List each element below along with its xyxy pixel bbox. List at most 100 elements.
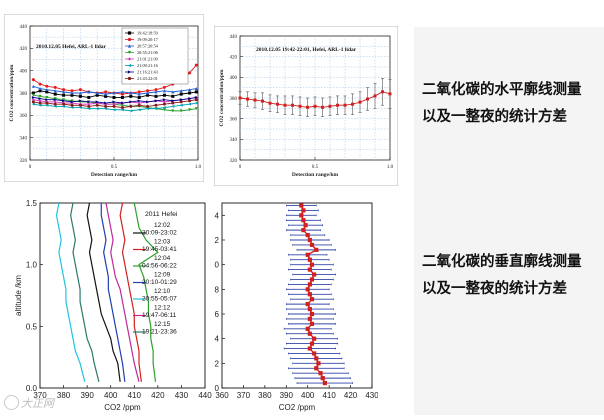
legend-label-date: 12:15 [154, 321, 171, 328]
data-point [62, 102, 66, 106]
y-tick-label: 0.6 [214, 310, 220, 319]
data-point [328, 104, 332, 108]
chart-title: 2010.12.05 19:42-22:01, Hefei, ARL-1 lid… [256, 47, 357, 53]
legend-label-time: 20:09-23:02 [142, 230, 177, 237]
chart-horizontal-profiles: 0 0.5 1.0 320 340 360 380 400 420 440 Detection ra… [3, 13, 205, 187]
data-point [53, 104, 57, 108]
data-point [303, 223, 308, 228]
data-point [87, 107, 91, 111]
data-point [309, 341, 315, 346]
x-tick-label: 400 [104, 391, 118, 400]
y-tick-label: 380 [230, 97, 238, 102]
data-point [188, 102, 192, 106]
data-point [38, 103, 42, 107]
data-point [31, 93, 35, 97]
data-point [87, 90, 91, 94]
series-line [70, 202, 100, 382]
y-tick-label: 0.0 [26, 384, 38, 393]
data-point [53, 89, 57, 93]
vertical-statistics-svg: 360 370 380 390 400 410 420 430 0.0 0.2 0.4 0.6 0.8 1… [208, 202, 379, 412]
series-line [119, 202, 142, 382]
x-tick-label: 440 [198, 391, 212, 400]
data-point [31, 78, 35, 82]
x-tick-label: 370 [33, 391, 47, 400]
x-tick-label: 410 [322, 391, 336, 400]
data-point [129, 94, 133, 98]
data-point [137, 95, 141, 99]
data-point [78, 91, 82, 95]
data-point [321, 105, 324, 109]
data-point [179, 98, 183, 102]
series-group [31, 101, 198, 113]
data-point [87, 104, 91, 108]
chart-horizontal-statistics: 0 0.5 1.0 320 340 360 380 400 420 440 Detection ra… [213, 25, 399, 191]
data-point [137, 90, 141, 94]
legend-label: 21:16:21:43 [137, 70, 158, 75]
legend-label-time: 04:56-06:22 [142, 263, 177, 270]
legend-label-time: 20:10-01:29 [142, 279, 177, 286]
data-point [112, 102, 116, 106]
data-point [70, 106, 74, 110]
data-point [261, 99, 264, 103]
legend-label-date: 12:04 [154, 255, 171, 262]
data-point [188, 99, 192, 103]
y-tick-label: 440 [230, 35, 238, 40]
series-group [55, 202, 86, 382]
data-point [78, 88, 82, 92]
series-line [100, 203, 126, 382]
data-point [246, 97, 249, 101]
data-point [53, 85, 57, 89]
y-tick-label: 420 [230, 55, 238, 60]
data-point [307, 346, 312, 351]
data-point [307, 306, 312, 312]
data-point [312, 272, 317, 277]
series-group [105, 202, 140, 382]
data-point [283, 103, 287, 107]
data-point [137, 108, 141, 112]
plot-area [221, 202, 373, 389]
data-point [154, 90, 158, 94]
data-point [306, 105, 309, 109]
data-point [146, 104, 150, 108]
data-point [137, 101, 141, 105]
data-point [301, 208, 306, 213]
data-point [171, 104, 175, 108]
legend-swatch-marker [127, 70, 132, 74]
x-tick-label: 390 [280, 391, 294, 400]
data-point [309, 262, 315, 267]
legend-label: 19:42:18:59 [137, 31, 158, 36]
data-point [309, 277, 315, 282]
caption-horizontal-line-1: 二氧化碳的水平廓线测量 [422, 82, 582, 98]
data-point [31, 95, 35, 99]
x-tick-label: 430 [175, 391, 189, 400]
data-point [62, 93, 66, 97]
data-point [78, 103, 82, 107]
legend-label-time: 19:47-06:11 [142, 312, 177, 319]
data-point [70, 100, 74, 104]
legend-label: 20:55:21:06 [137, 50, 159, 55]
x-tick-label: 0.5 [312, 165, 319, 170]
data-point [137, 103, 141, 107]
y-tick-label: 1.5 [26, 199, 38, 208]
data-point [62, 99, 66, 103]
legend-label: 21:09:21:16 [137, 63, 159, 68]
y-tick-label: 340 [20, 136, 28, 141]
data-point [31, 102, 35, 106]
data-point [154, 107, 158, 111]
data-point [120, 108, 124, 112]
data-point [307, 257, 312, 262]
legend-label: 21:01:21:09 [137, 57, 158, 62]
data-point [307, 331, 312, 336]
data-point [62, 90, 66, 94]
data-point [309, 311, 315, 317]
data-point [112, 100, 116, 104]
data-point [194, 90, 198, 94]
y-tick-label: 0.0 [214, 384, 220, 393]
data-point [146, 89, 150, 93]
data-point [120, 95, 124, 99]
legend-label: 19:09:20:17 [137, 37, 159, 42]
data-point [298, 104, 302, 108]
data-point [95, 103, 99, 107]
data-point [194, 98, 198, 102]
series-group [31, 98, 198, 110]
